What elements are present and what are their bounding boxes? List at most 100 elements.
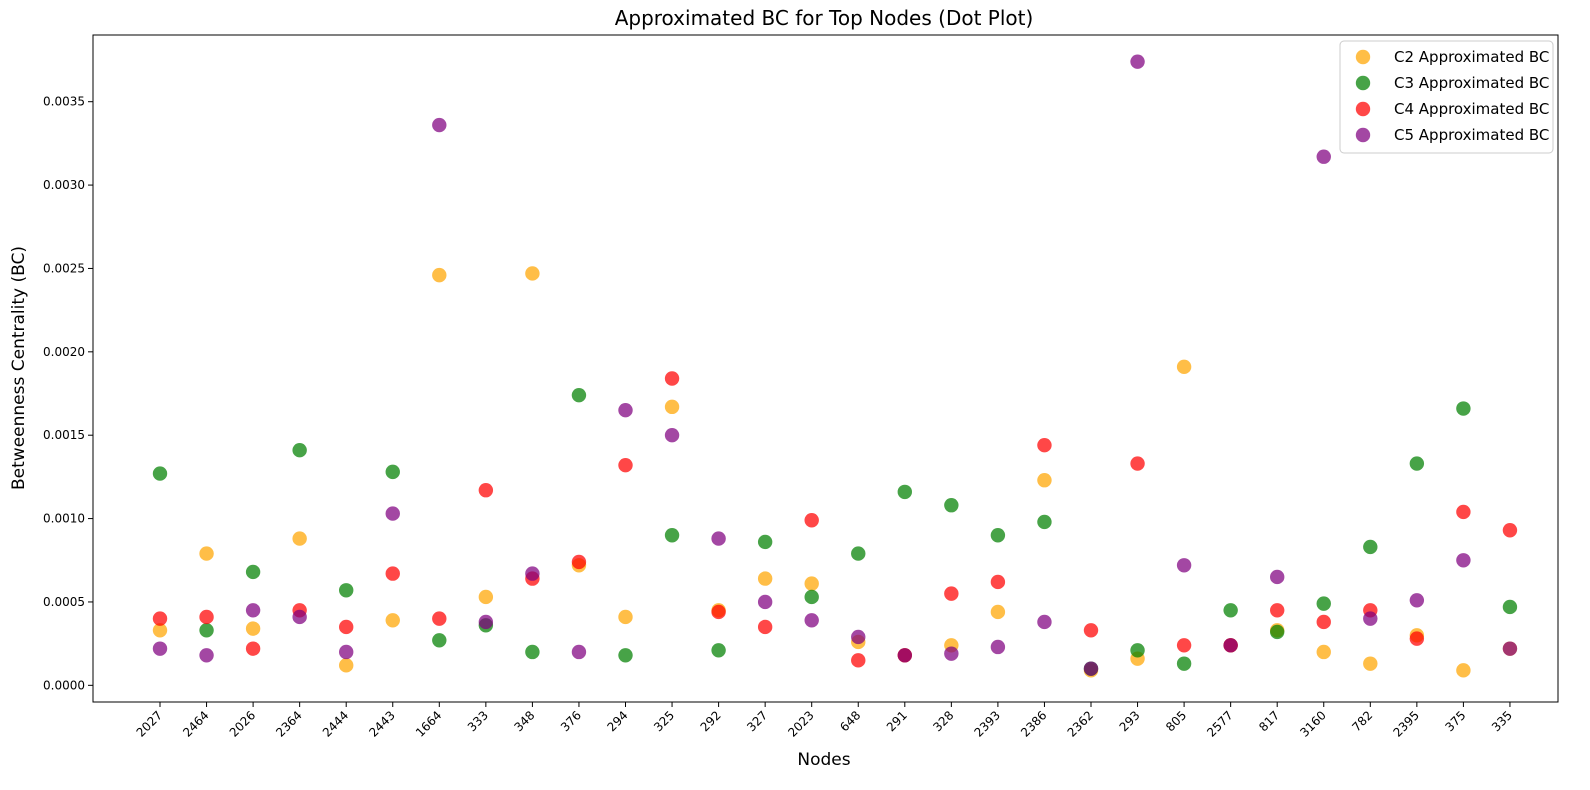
data-point <box>990 639 1006 655</box>
data-point <box>990 528 1006 543</box>
data-point <box>851 546 866 561</box>
data-point <box>199 648 214 663</box>
data-point <box>339 658 354 673</box>
series-2-points <box>152 266 1518 678</box>
x-tick-label: 376 <box>558 708 584 734</box>
legend-label: C5 Approximated BC <box>1394 126 1549 144</box>
legend-marker <box>1355 49 1371 65</box>
data-point <box>1363 656 1378 671</box>
x-tick-label: 2027 <box>134 708 165 739</box>
y-tick-label: 0.0010 <box>43 512 85 526</box>
data-point <box>152 466 168 481</box>
legend-label: C3 Approximated BC <box>1394 74 1549 92</box>
data-point <box>385 506 400 521</box>
data-point <box>1456 504 1471 520</box>
data-point <box>1037 514 1052 530</box>
y-tick-label: 0.0000 <box>43 678 85 692</box>
x-tick-label: 292 <box>698 708 724 734</box>
data-point <box>1223 603 1238 618</box>
data-point <box>432 117 447 133</box>
data-point <box>944 498 959 513</box>
legend-marker <box>1355 127 1371 143</box>
data-point <box>804 613 819 628</box>
data-point <box>1316 614 1331 630</box>
x-tick-label: 817 <box>1256 708 1282 734</box>
x-tick-label: 291 <box>884 708 910 734</box>
x-axis-title: Nodes <box>797 750 850 770</box>
data-point <box>1363 539 1378 555</box>
x-tick-label: 2386 <box>1018 708 1049 739</box>
data-point <box>1037 473 1052 488</box>
x-tick-label: 335 <box>1489 708 1515 734</box>
x-tick-label: 2026 <box>227 708 258 739</box>
series-3-points <box>152 387 1518 676</box>
data-point <box>1456 401 1471 416</box>
x-tick-label: 2364 <box>273 708 304 739</box>
data-point <box>1502 641 1518 656</box>
x-tick-label: 2464 <box>180 708 211 739</box>
x-tick-label: 2444 <box>320 708 351 739</box>
data-point <box>1270 569 1285 585</box>
data-point <box>1176 558 1192 573</box>
data-point <box>757 594 773 610</box>
data-point <box>245 641 261 656</box>
data-point <box>1502 523 1518 538</box>
x-tick-label: 328 <box>930 708 956 734</box>
data-point <box>944 646 959 661</box>
x-tick-label: 648 <box>837 708 863 734</box>
data-point <box>1270 624 1285 640</box>
data-point <box>1456 663 1471 678</box>
data-point <box>339 619 354 635</box>
data-point <box>1270 603 1285 618</box>
legend-marker <box>1355 101 1371 117</box>
data-point <box>478 589 494 605</box>
data-point <box>1130 54 1145 69</box>
data-point <box>664 428 680 443</box>
series-4-points <box>152 371 1518 668</box>
x-tick-label: 294 <box>605 708 631 734</box>
data-points <box>152 54 1518 678</box>
x-tick-label: 327 <box>744 708 770 734</box>
legend-box <box>1339 40 1554 154</box>
plot-area-frame <box>92 34 1559 703</box>
y-axis-title: Betweenness Centrality (BC) <box>9 246 29 490</box>
data-point <box>1223 638 1238 653</box>
data-point <box>571 387 587 403</box>
data-point <box>571 554 587 570</box>
data-point <box>1502 599 1518 615</box>
data-point <box>339 583 354 598</box>
data-point <box>152 641 168 656</box>
y-tick-label: 0.0035 <box>43 95 85 109</box>
x-tick-label: 805 <box>1163 708 1189 734</box>
data-point <box>292 609 307 625</box>
x-axis: 2027 2464 2026 2364 2444 2443 1664 333 348 376 294… <box>134 702 1515 740</box>
data-point <box>292 531 307 546</box>
data-point <box>1130 456 1145 471</box>
data-point <box>245 621 261 636</box>
data-point <box>571 644 587 660</box>
x-tick-label: 348 <box>511 708 537 734</box>
x-tick-label: 1664 <box>413 708 444 739</box>
data-point <box>245 564 261 580</box>
data-point <box>478 614 494 630</box>
x-tick-label: 2393 <box>972 708 1003 739</box>
y-tick-label: 0.0030 <box>43 178 85 192</box>
data-point <box>897 648 912 663</box>
data-point <box>618 648 633 663</box>
data-point <box>1409 593 1425 608</box>
data-point <box>199 623 214 638</box>
data-point <box>711 643 726 658</box>
data-point <box>385 613 400 628</box>
series-5-points <box>152 54 1518 676</box>
x-tick-label: 3160 <box>1297 708 1328 739</box>
x-tick-label: 293 <box>1117 708 1143 734</box>
x-tick-label: 2395 <box>1390 708 1421 739</box>
data-point <box>1409 631 1425 646</box>
data-point <box>525 266 540 281</box>
data-point <box>804 589 819 605</box>
data-point <box>152 623 168 638</box>
chart-title: Approximated BC for Top Nodes (Dot Plot) <box>615 6 1034 30</box>
x-tick-label: 325 <box>651 708 677 734</box>
data-point <box>804 513 819 528</box>
data-point <box>1363 611 1378 626</box>
